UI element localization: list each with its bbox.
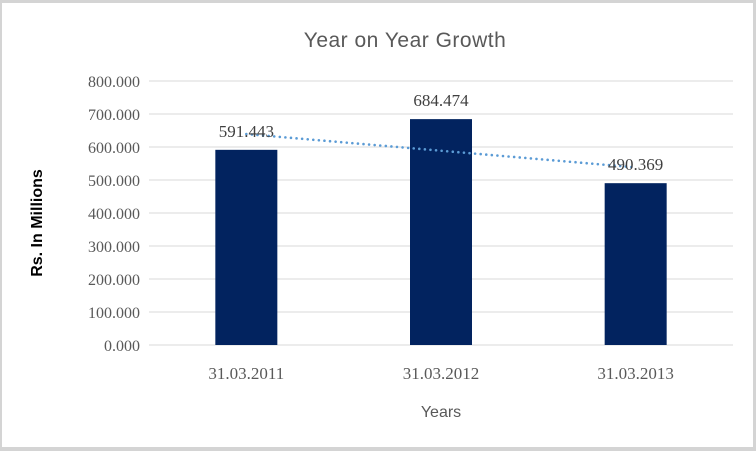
x-axis-title: Years xyxy=(420,404,462,421)
bar-value-label: 490.369 xyxy=(608,155,663,174)
bar-value-label: 684.474 xyxy=(413,91,469,110)
chart-title: Year on Year Growth xyxy=(303,29,507,52)
x-category-label: 31.03.2011 xyxy=(208,364,284,383)
y-tick-label: 100.000 xyxy=(88,305,140,322)
plot-area: 0.000 100.000 200.000 300.000 400.000 500.000… xyxy=(88,74,733,383)
y-tick-label: 600.000 xyxy=(88,140,140,157)
trendline xyxy=(245,132,637,169)
y-tick-label: 400.000 xyxy=(88,206,140,223)
y-tick-label: 800.000 xyxy=(88,74,140,91)
y-tick-label: 0.000 xyxy=(104,338,140,355)
y-tick-label: 300.000 xyxy=(88,239,140,256)
bar xyxy=(604,183,667,345)
y-tick-label: 700.000 xyxy=(88,107,140,124)
y-tick-label: 500.000 xyxy=(88,173,140,190)
bar xyxy=(410,119,472,345)
bar xyxy=(215,149,278,345)
bar-value-label: 591.443 xyxy=(219,122,274,141)
x-category-label: 31.03.2012 xyxy=(403,364,480,383)
y-tick-label: 200.000 xyxy=(88,272,140,289)
x-category-label: 31.03.2013 xyxy=(597,364,674,383)
